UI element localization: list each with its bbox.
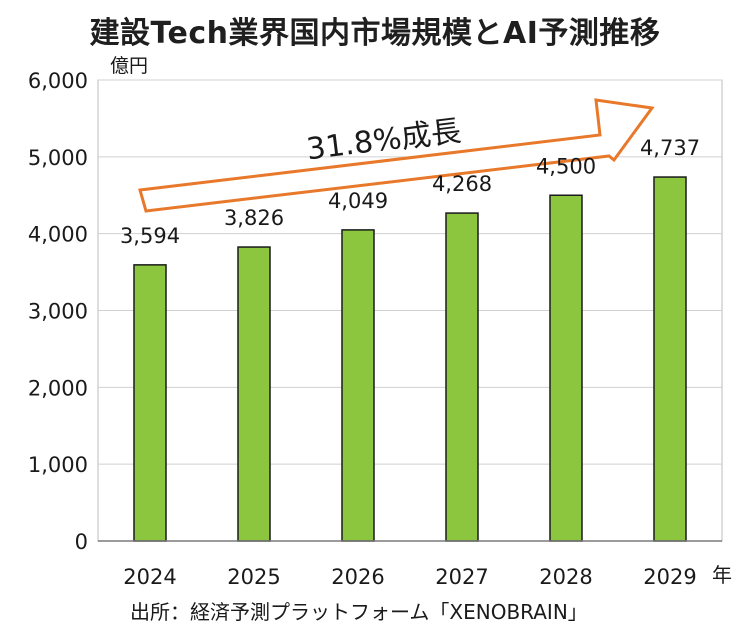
- bar-2025: [237, 246, 271, 542]
- x-tick-label-2026: 2026: [331, 565, 384, 589]
- data-label-2027: 4,268: [432, 172, 492, 196]
- bar-2028: [549, 194, 583, 542]
- x-tick-label-2025: 2025: [227, 565, 280, 589]
- data-label-2028: 4,500: [536, 154, 596, 178]
- bar-2027: [445, 212, 479, 542]
- y-tick-label: 4,000: [28, 223, 88, 247]
- data-labels: 3,594 3,826 4,049 4,268 4,500 4,737: [120, 136, 700, 248]
- bars: [133, 176, 687, 542]
- data-label-2024: 3,594: [120, 224, 180, 248]
- bar-2029: [653, 176, 687, 542]
- y-tick-label: 5,000: [28, 146, 88, 170]
- axes: 0 1,000 2,000 3,000 4,000 5,000 6,000 2024 2025 2…: [28, 69, 722, 589]
- y-tick-label: 2,000: [28, 376, 88, 400]
- growth-arrow-shape: [138, 98, 655, 213]
- y-tick-label: 0: [75, 530, 88, 554]
- x-tick-label-2029: 2029: [643, 565, 696, 589]
- data-label-2029: 4,737: [640, 136, 700, 160]
- data-label-2026: 4,049: [328, 189, 388, 213]
- bar-2024: [133, 264, 167, 542]
- x-axis-unit-label: 年: [712, 563, 732, 587]
- x-tick-label-2027: 2027: [435, 565, 488, 589]
- y-axis-unit-label: 億円: [110, 55, 148, 77]
- y-tick-label: 6,000: [28, 69, 88, 93]
- x-tick-label-2024: 2024: [123, 565, 176, 589]
- source-note: 出所：経済予測プラットフォーム「XENOBRAIN」: [130, 600, 588, 624]
- y-tick-label: 3,000: [28, 300, 88, 324]
- data-label-2025: 3,826: [224, 206, 284, 230]
- x-tick-label-2028: 2028: [539, 565, 592, 589]
- y-tick-label: 1,000: [28, 453, 88, 477]
- chart-title: 建設Tech業界国内市場規模とAI予測推移: [89, 16, 661, 51]
- bar-2026: [341, 229, 375, 542]
